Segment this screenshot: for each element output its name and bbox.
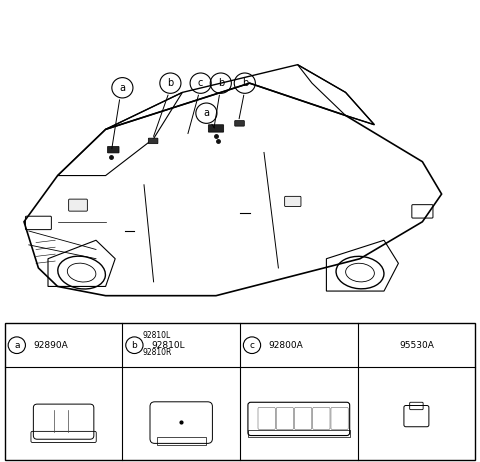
Text: 92810L: 92810L <box>143 331 171 340</box>
FancyBboxPatch shape <box>235 121 244 126</box>
FancyBboxPatch shape <box>208 125 224 132</box>
Text: a: a <box>120 83 125 93</box>
Text: b: b <box>167 78 174 88</box>
Text: 92810L: 92810L <box>151 340 185 350</box>
Text: 92810R: 92810R <box>143 347 172 357</box>
Text: b: b <box>241 78 248 88</box>
Text: a: a <box>14 340 20 350</box>
Text: 95530A: 95530A <box>399 340 434 350</box>
Text: b: b <box>217 78 224 88</box>
FancyBboxPatch shape <box>148 138 158 144</box>
FancyBboxPatch shape <box>69 199 87 211</box>
Text: c: c <box>250 340 254 350</box>
Text: 92890A: 92890A <box>34 340 68 350</box>
Text: c: c <box>198 78 204 88</box>
FancyBboxPatch shape <box>108 146 119 153</box>
Text: b: b <box>132 340 137 350</box>
Text: 92800A: 92800A <box>269 340 303 350</box>
Text: a: a <box>204 108 209 118</box>
FancyBboxPatch shape <box>285 196 301 207</box>
